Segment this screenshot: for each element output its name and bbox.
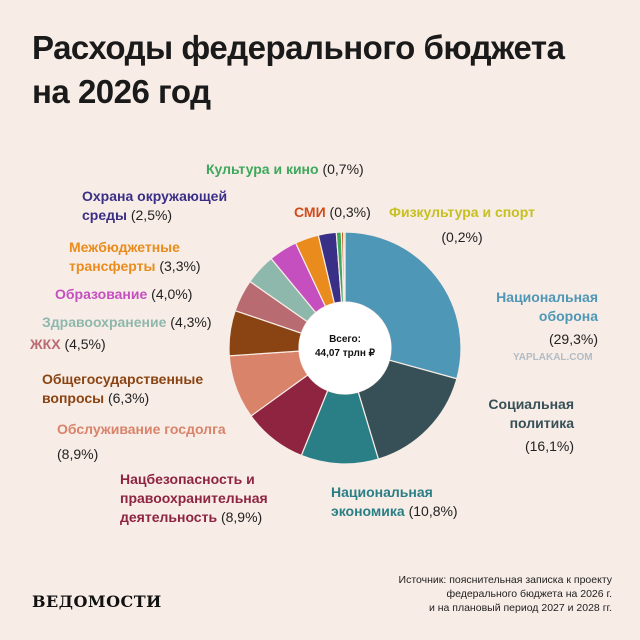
label-healthcare-name: Здравоохранение	[42, 314, 167, 330]
label-culture: Культура и кино (0,7%)	[206, 160, 364, 179]
label-social: Социальная политика (16,1%)	[470, 395, 574, 456]
label-debt-name: Обслуживание госдолга	[57, 421, 226, 437]
source-line-3: и на плановый период 2027 и 2028 гг.	[428, 602, 612, 614]
center-total-caption: Всего:	[329, 334, 361, 345]
label-security: Нацбезопасность и правоохранительная дея…	[120, 470, 295, 527]
label-transfers-value: (3,3%)	[159, 258, 201, 274]
label-healthcare-value: (4,3%)	[170, 314, 212, 330]
donut-hole	[299, 302, 391, 394]
label-security-name: Нацбезопасность и правоохранительная дея…	[120, 471, 268, 525]
label-media-name: СМИ	[294, 204, 326, 220]
label-education-value: (4,0%)	[151, 286, 193, 302]
label-general-value: (6,3%)	[107, 390, 150, 406]
label-debt: Обслуживание госдолга (8,9%)	[57, 420, 237, 464]
label-economy-value: (10,8%)	[408, 503, 458, 519]
label-environment: Охрана окружающей среды (2,5%)	[82, 187, 242, 225]
center-total-value: 44,07 трлн ₽	[314, 348, 376, 359]
label-defense: Национальная оборона (29,3%)	[478, 288, 598, 349]
label-economy: Национальная экономика (10,8%)	[331, 483, 476, 521]
pie-slice-13	[342, 231, 346, 303]
label-transfers: Межбюджетные трансферты (3,3%)	[69, 238, 219, 276]
donut-center-label: Всего: 44,07 трлн ₽	[305, 333, 385, 361]
label-culture-value: (0,7%)	[322, 161, 364, 177]
label-transfers-name: Межбюджетные трансферты	[69, 239, 180, 274]
label-social-value: (16,1%)	[524, 438, 574, 454]
title-line-2: на 2026 год	[32, 73, 211, 110]
label-healthcare: Здравоохранение (4,3%)	[42, 313, 212, 332]
label-culture-name: Культура и кино	[206, 161, 319, 177]
label-housing: ЖКХ (4,5%)	[30, 335, 106, 354]
label-social-name: Социальная политика	[488, 396, 574, 431]
label-defense-value: (29,3%)	[548, 331, 598, 347]
label-general-name: Общегосударственные вопросы	[42, 371, 204, 406]
label-sport-name: Физкультура и спорт	[389, 204, 535, 220]
source-line-2: федерального бюджета на 2026 г.	[446, 588, 612, 600]
label-education: Образование (4,0%)	[55, 285, 192, 304]
label-economy-name: Национальная экономика	[331, 484, 433, 519]
label-media: СМИ (0,3%)	[294, 203, 371, 222]
label-general: Общегосударственные вопросы (6,3%)	[42, 370, 222, 408]
label-security-value: (8,9%)	[220, 509, 263, 525]
label-education-name: Образование	[55, 286, 148, 302]
label-environment-name: Охрана окружающей среды	[82, 188, 228, 223]
label-sport: Физкультура и спорт (0,2%)	[382, 203, 542, 247]
label-media-value: (0,3%)	[329, 204, 371, 220]
source-note: Источник: пояснительная записка к проект…	[399, 573, 612, 615]
label-sport-value: (0,2%)	[441, 229, 483, 245]
label-defense-name: Национальная оборона	[496, 289, 598, 324]
title-line-1: Расходы федерального бюджета	[32, 29, 565, 66]
label-housing-value: (4,5%)	[64, 336, 106, 352]
vedomosti-logo: ВЕДОМОСТИ	[32, 592, 162, 611]
watermark: YAPLAKAL.COM	[513, 352, 593, 363]
source-line-1: Источник: пояснительная записка к проект…	[398, 574, 612, 586]
label-environment-value: (2,5%)	[130, 207, 173, 223]
label-debt-value: (8,9%)	[57, 446, 99, 462]
chart-title: Расходы федерального бюджета на 2026 год	[32, 26, 622, 114]
label-housing-name: ЖКХ	[30, 336, 61, 352]
